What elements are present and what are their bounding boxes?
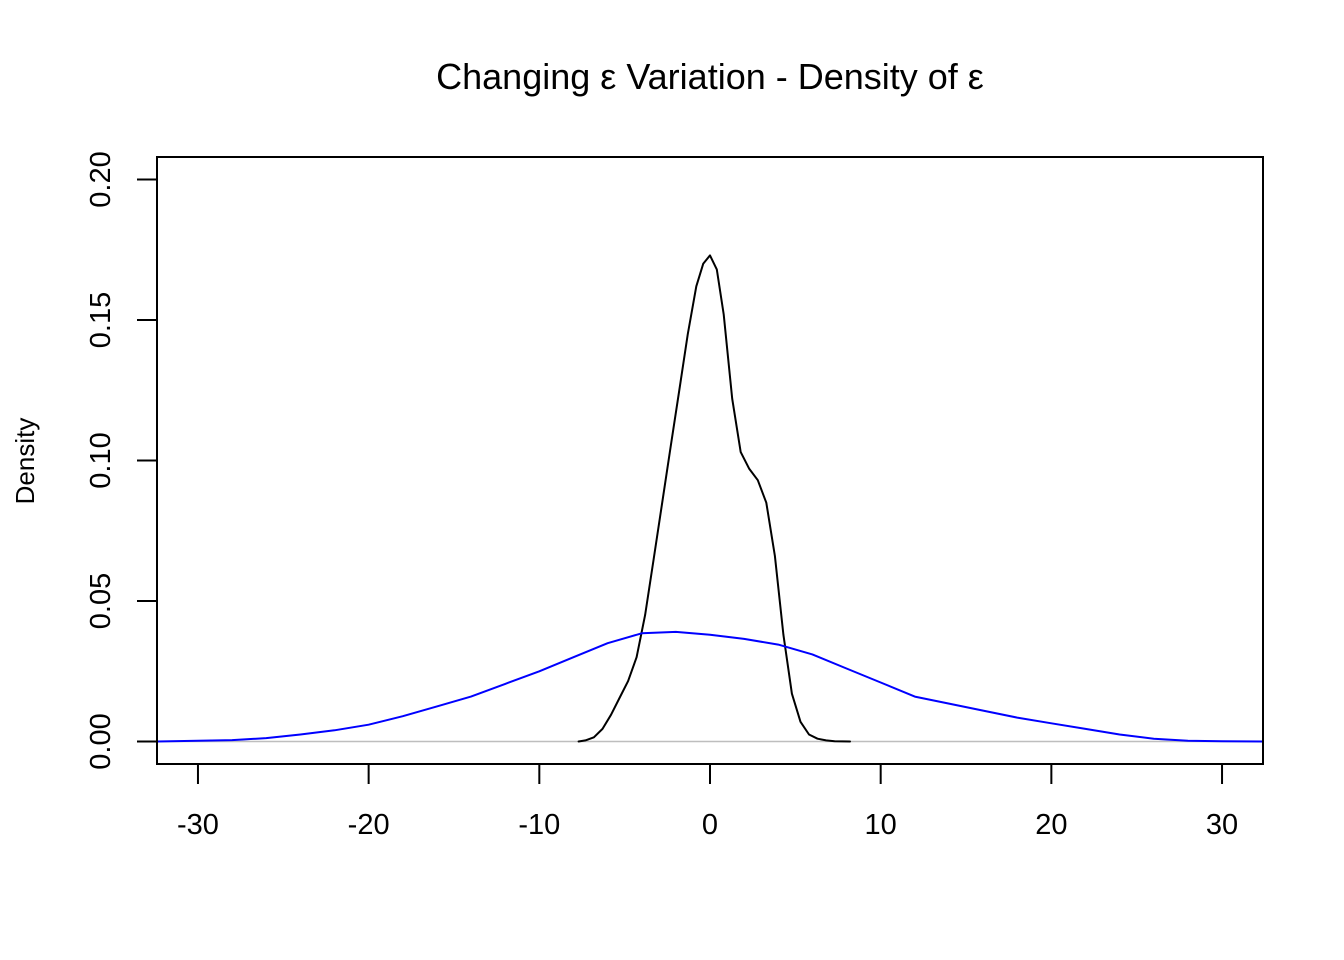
x-tick-label: -20 xyxy=(348,809,390,841)
x-tick-label: 10 xyxy=(865,809,897,841)
x-tick-label: 30 xyxy=(1206,809,1238,841)
y-tick-label: 0.15 xyxy=(85,292,117,348)
x-tick-label: -30 xyxy=(177,809,219,841)
x-tick-label: 20 xyxy=(1035,809,1067,841)
y-tick-label: 0.00 xyxy=(85,713,117,769)
x-tick-label: -10 xyxy=(518,809,560,841)
series-layer xyxy=(156,254,1264,743)
y-tick-label: 0.10 xyxy=(85,432,117,488)
series-line-2 xyxy=(156,630,1264,743)
series-line-1 xyxy=(577,254,851,743)
x-axis: -30 -20 -10 0 10 20 30 xyxy=(177,763,1238,841)
y-axis-label: Density xyxy=(10,418,40,505)
y-axis: 0.00 0.05 0.10 0.15 0.20 xyxy=(85,151,158,770)
plot-frame xyxy=(156,156,1264,765)
chart-title: Changing ε Variation - Density of ε xyxy=(436,56,984,97)
y-tick-label: 0.20 xyxy=(85,151,117,207)
y-tick-label: 0.05 xyxy=(85,573,117,629)
x-tick-label: 0 xyxy=(702,809,718,841)
